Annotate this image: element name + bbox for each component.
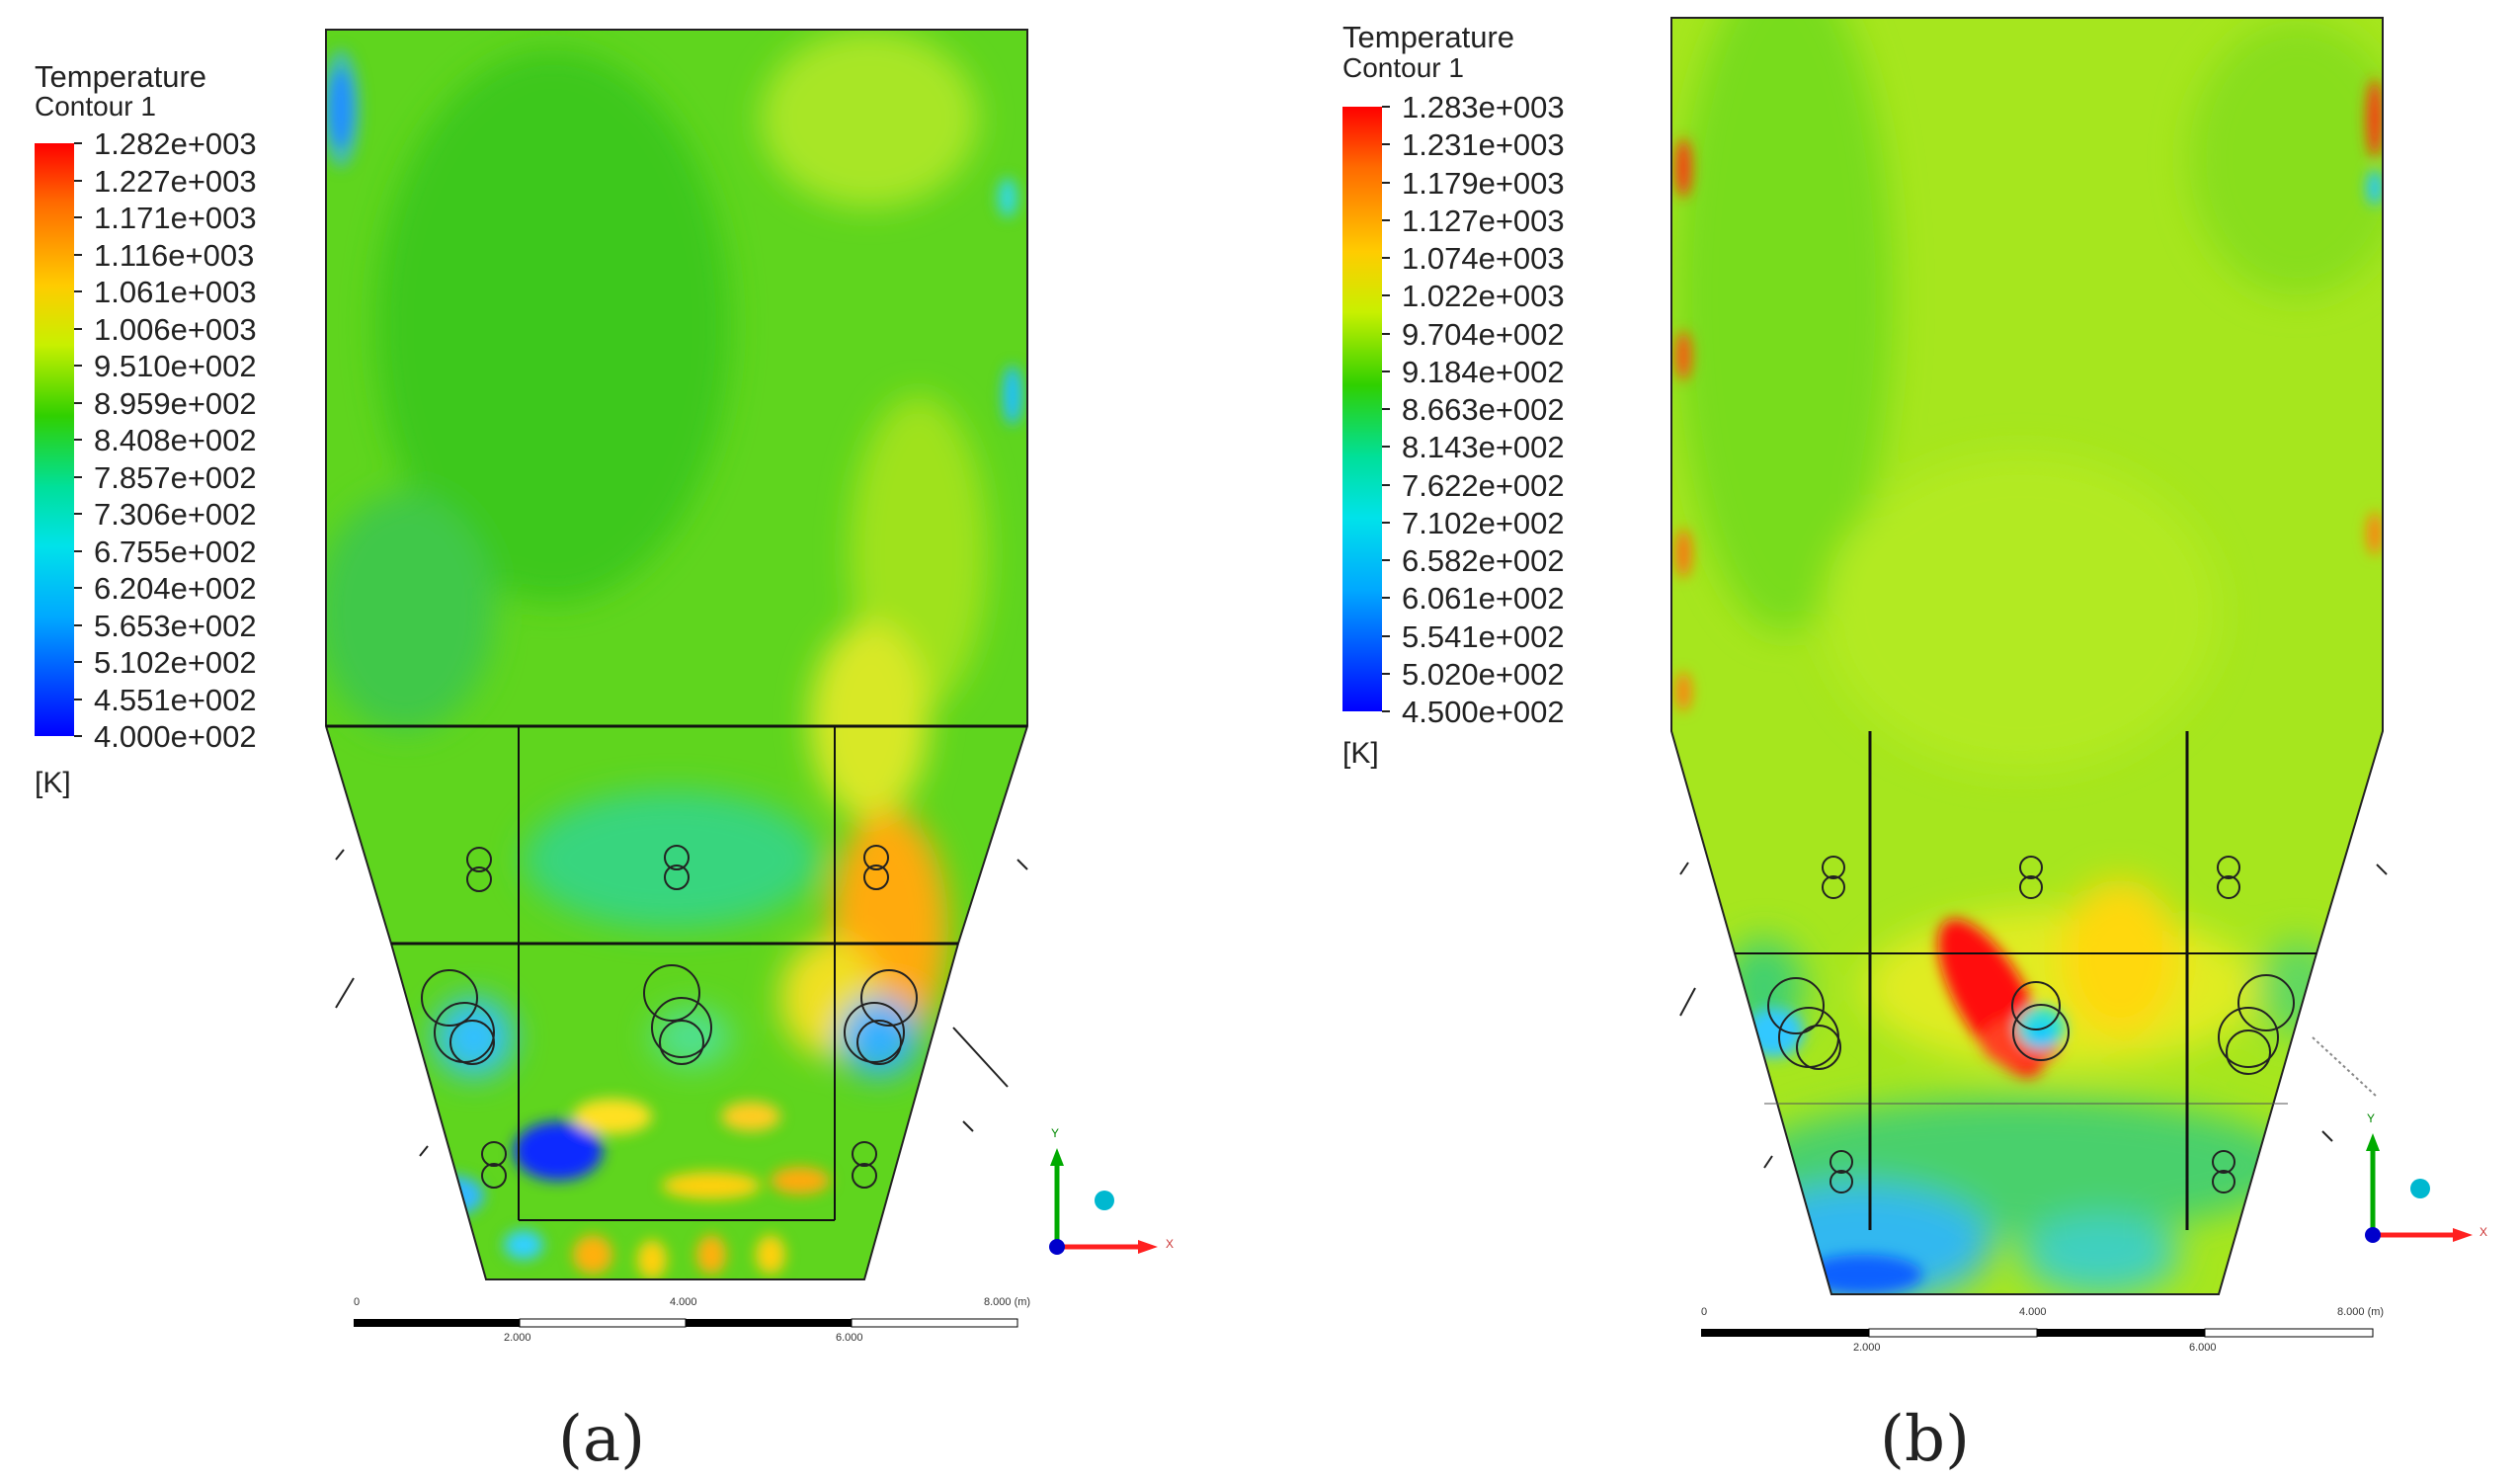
legend-value: 1.283e+003: [1402, 90, 1565, 124]
legend-value: 7.622e+002: [1402, 467, 1565, 503]
legend-value: 9.510e+002: [94, 349, 257, 383]
legend-value: 1.061e+003: [94, 275, 257, 309]
scalebar-tick: 8.000 (m): [984, 1296, 1031, 1308]
legend-value: 1.231e+003: [1402, 127, 1565, 163]
legend-tick: [74, 698, 82, 700]
scalebar-tick: 6.000: [836, 1332, 863, 1344]
legend-value: 5.102e+002: [94, 645, 257, 680]
legend-value: 1.171e+003: [94, 201, 257, 235]
legend-tick: [74, 216, 82, 218]
x-axis-label: X: [2479, 1225, 2488, 1239]
legend-tick: [74, 142, 82, 144]
legend-tick: [1382, 181, 1390, 184]
legend-tick: [1382, 332, 1390, 335]
legend-value: 5.020e+002: [1402, 656, 1565, 692]
legend-value: 5.541e+002: [1402, 618, 1565, 654]
panel-caption: (b): [1880, 1403, 1970, 1476]
legend-tick: [74, 587, 82, 589]
legend-tick: [1382, 710, 1390, 712]
legend-unit: [K]: [35, 767, 71, 799]
scalebar-tick: 0: [354, 1296, 361, 1308]
legend-tick: [74, 290, 82, 292]
legend-value: 1.074e+003: [1402, 241, 1565, 276]
temperature-contour-b: [1670, 17, 2473, 1338]
legend-value: 9.704e+002: [1402, 316, 1565, 352]
legend-value: 6.582e+002: [1402, 543, 1565, 578]
temperature-contour-a: [325, 29, 1158, 1328]
legend-value: 8.663e+002: [1402, 392, 1565, 427]
legend-tick: [74, 365, 82, 367]
legend-tick: [1382, 672, 1390, 675]
legend-tick: [1382, 597, 1390, 600]
legend-value: 1.227e+003: [94, 163, 257, 199]
temperature-colorbar: [35, 143, 74, 736]
legend-value: 4.551e+002: [94, 682, 257, 717]
legend-tick: [1382, 370, 1390, 372]
legend-value: 1.127e+003: [1402, 203, 1565, 238]
legend-value: 7.306e+002: [94, 497, 257, 532]
legend-subtitle: Contour 1: [35, 91, 156, 122]
legend-value: 8.408e+002: [94, 423, 257, 457]
legend-value: 1.006e+003: [94, 311, 257, 347]
legend-tick: [1382, 294, 1390, 297]
legend-tick: [74, 661, 82, 663]
legend-tick: [74, 439, 82, 441]
legend-tick: [74, 549, 82, 552]
scalebar-tick: 8.000 (m): [2337, 1306, 2385, 1318]
y-axis-label: Y: [2367, 1112, 2376, 1125]
legend-title: Temperature: [35, 59, 207, 94]
legend-tick: [74, 253, 82, 256]
scalebar-tick: 4.000: [670, 1296, 697, 1308]
y-axis-label: Y: [1051, 1126, 1060, 1140]
legend-tick: [1382, 143, 1390, 146]
legend-tick: [1382, 257, 1390, 259]
legend-value: 1.179e+003: [1402, 165, 1565, 201]
legend-value: 1.022e+003: [1402, 279, 1565, 314]
legend-tick: [74, 623, 82, 626]
legend-value: 5.653e+002: [94, 608, 257, 643]
legend-value: 6.204e+002: [94, 571, 257, 606]
scalebar-tick: 2.000: [504, 1332, 531, 1344]
legend-value: 1.116e+003: [94, 237, 255, 273]
legend-tick: [74, 179, 82, 182]
scalebar-tick: 0: [1701, 1306, 1708, 1318]
legend-tick: [1382, 446, 1390, 449]
legend-tick: [74, 401, 82, 404]
legend-value: 6.755e+002: [94, 534, 257, 569]
legend-value: 4.500e+002: [1402, 695, 1565, 729]
scalebar-tick: 6.000: [2189, 1342, 2217, 1354]
legend-value: 4.000e+002: [94, 719, 257, 754]
legend-value: 7.857e+002: [94, 459, 257, 495]
x-axis-label: X: [1166, 1237, 1175, 1251]
panel-b: Temperature Contour 1 1.283e+003 1.231e+0…: [1310, 0, 2520, 1482]
legend-tick: [74, 475, 82, 478]
legend-tick: [1382, 106, 1390, 108]
legend-subtitle: Contour 1: [1342, 52, 1464, 83]
legend-tick: [1382, 408, 1390, 410]
legend-unit: [K]: [1342, 737, 1379, 770]
legend-tick: [74, 327, 82, 330]
scalebar-tick: 4.000: [2019, 1306, 2047, 1318]
legend-value: 8.143e+002: [1402, 430, 1565, 465]
legend-tick: [1382, 521, 1390, 524]
legend-tick: [1382, 218, 1390, 221]
legend-title: Temperature: [1342, 20, 1515, 54]
legend-value: 6.061e+002: [1402, 581, 1565, 617]
legend-tick: [1382, 634, 1390, 637]
legend-value: 8.959e+002: [94, 385, 257, 421]
scalebar-tick: 2.000: [1853, 1342, 1881, 1354]
legend-tick: [1382, 559, 1390, 561]
legend-tick: [74, 735, 82, 737]
temperature-colorbar: [1342, 107, 1382, 711]
legend-value: 9.184e+002: [1402, 354, 1565, 389]
panel-a: Temperature Contour 1 1.282e+003 1.227e+0…: [35, 29, 1175, 1476]
legend-tick: [1382, 483, 1390, 486]
legend-tick: [74, 513, 82, 515]
legend-value: 1.282e+003: [94, 126, 257, 161]
panel-caption: (a): [558, 1403, 646, 1476]
legend-value: 7.102e+002: [1402, 505, 1565, 540]
